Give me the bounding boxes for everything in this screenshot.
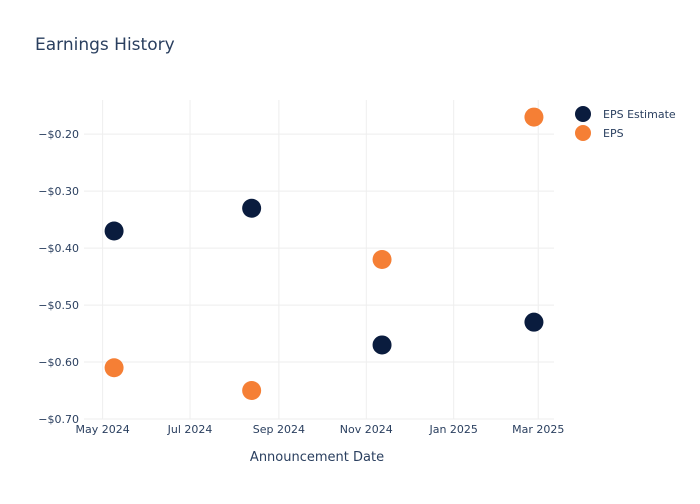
legend[interactable]: EPS Estimate EPS xyxy=(575,106,676,141)
x-axis-title: Announcement Date xyxy=(250,450,384,465)
eps-point[interactable] xyxy=(242,381,262,401)
eps-estimate-point[interactable] xyxy=(372,335,392,355)
y-axis-ticks: −$0.20 −$0.30 −$0.40 −$0.50 −$0.60 −$0.70 xyxy=(38,128,79,426)
eps-estimate-point[interactable] xyxy=(104,221,124,241)
x-tick-label: May 2024 xyxy=(76,423,130,436)
legend-label-eps-estimate[interactable]: EPS Estimate xyxy=(603,108,676,121)
legend-marker-eps-estimate[interactable] xyxy=(575,106,591,122)
y-tick-label: −$0.30 xyxy=(38,185,79,198)
eps-estimate-point[interactable] xyxy=(242,198,262,218)
y-tick-label: −$0.70 xyxy=(38,413,79,426)
x-tick-label: Jan 2025 xyxy=(428,423,477,436)
x-axis-ticks: May 2024 Jul 2024 Sep 2024 Nov 2024 Jan 2025… xyxy=(76,423,565,436)
chart-title: Earnings History xyxy=(35,35,175,55)
eps-point[interactable] xyxy=(524,107,544,127)
y-tick-label: −$0.60 xyxy=(38,356,79,369)
x-tick-label: Jul 2024 xyxy=(167,423,213,436)
data-points xyxy=(104,107,544,401)
y-tick-label: −$0.50 xyxy=(38,299,79,312)
eps-point[interactable] xyxy=(104,358,124,378)
legend-label-eps[interactable]: EPS xyxy=(603,127,624,140)
grid-lines xyxy=(84,100,554,420)
y-tick-label: −$0.20 xyxy=(38,128,79,141)
x-tick-label: Sep 2024 xyxy=(253,423,305,436)
legend-marker-eps[interactable] xyxy=(575,125,591,141)
x-tick-label: Mar 2025 xyxy=(512,423,564,436)
x-tick-label: Nov 2024 xyxy=(340,423,393,436)
eps-point[interactable] xyxy=(372,250,392,269)
eps-estimate-point[interactable] xyxy=(524,312,544,332)
y-tick-label: −$0.40 xyxy=(38,242,79,255)
